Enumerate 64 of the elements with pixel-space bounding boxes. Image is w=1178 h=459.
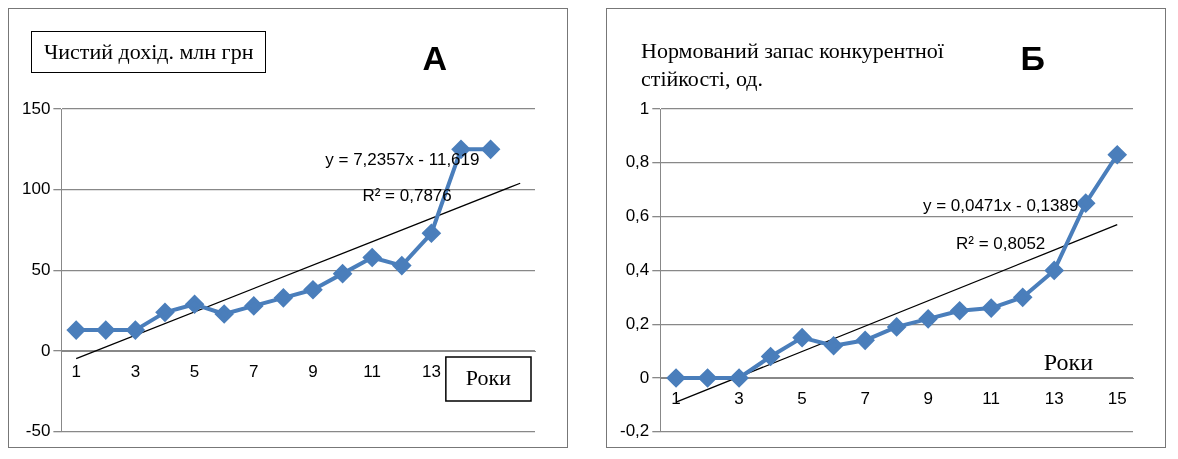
x-tick-label: 1: [671, 388, 681, 408]
point: [333, 264, 352, 283]
point: [982, 299, 1001, 318]
x-tick-label: 7: [860, 388, 870, 408]
point: [363, 248, 382, 267]
point: [215, 304, 234, 323]
point: [67, 321, 86, 340]
x-tick-label: 9: [308, 361, 318, 381]
x-tick-label: 11: [363, 361, 382, 381]
point: [824, 336, 843, 355]
y-tick-label: 100: [21, 179, 51, 199]
y-tick-label: 150: [21, 98, 51, 118]
y-tick-label: 0,8: [625, 152, 650, 172]
y-tick-label: 0,6: [625, 206, 650, 226]
y-tick-label: 0: [40, 340, 51, 360]
x-tick-label: 3: [130, 361, 141, 381]
x-tick-label: 13: [1044, 388, 1064, 408]
point: [950, 301, 969, 320]
x-tick-label: 3: [734, 388, 744, 408]
annotation: R² = 0,8052: [955, 234, 1046, 254]
y-axis-title: Чистий дохід. млн грн: [31, 31, 267, 73]
y-tick-label: 50: [31, 260, 51, 280]
point: [244, 296, 263, 315]
y-tick-label: 0,4: [625, 260, 650, 280]
point: [761, 347, 780, 366]
point: [392, 256, 411, 275]
point: [1076, 194, 1095, 213]
point: [126, 321, 145, 340]
y-tick-label: 0: [639, 367, 650, 387]
x-tick-label: 1: [71, 361, 81, 381]
y-tick-label: -0,2: [620, 421, 650, 441]
y-tick-label: 0,2: [625, 313, 650, 333]
point: [303, 280, 322, 299]
y-tick-label: -50: [25, 421, 51, 441]
x-tick-label: 5: [797, 388, 807, 408]
point: [185, 295, 204, 314]
point: [274, 288, 293, 307]
x-tick-label: 7: [249, 361, 259, 381]
point: [667, 369, 686, 387]
point: [919, 309, 938, 328]
point: [96, 321, 115, 340]
y-tick-label: 1: [639, 98, 650, 118]
x-axis-title: Роки: [1043, 349, 1094, 376]
x-axis-title: Роки: [465, 364, 512, 390]
point: [730, 369, 749, 387]
chart-title: Б: [1020, 39, 1045, 78]
point: [1045, 261, 1064, 280]
point: [1108, 145, 1127, 164]
annotation: y = 0,0471x - 0,1389: [922, 195, 1079, 215]
point: [793, 328, 812, 347]
point: [856, 331, 875, 350]
point: [422, 224, 441, 243]
chart-title: А: [422, 39, 447, 78]
x-tick-label: 15: [1107, 388, 1127, 408]
point: [155, 303, 174, 322]
x-tick-label: 11: [982, 388, 1001, 408]
point: [698, 369, 717, 387]
y-axis-title: Нормований запас конкурентної стійкості, од.: [629, 31, 973, 99]
x-tick-label: 13: [421, 361, 441, 381]
point: [887, 317, 906, 336]
point: [1013, 288, 1032, 307]
point: [481, 140, 500, 159]
x-tick-label: 9: [923, 388, 933, 408]
x-tick-label: 5: [189, 361, 200, 381]
